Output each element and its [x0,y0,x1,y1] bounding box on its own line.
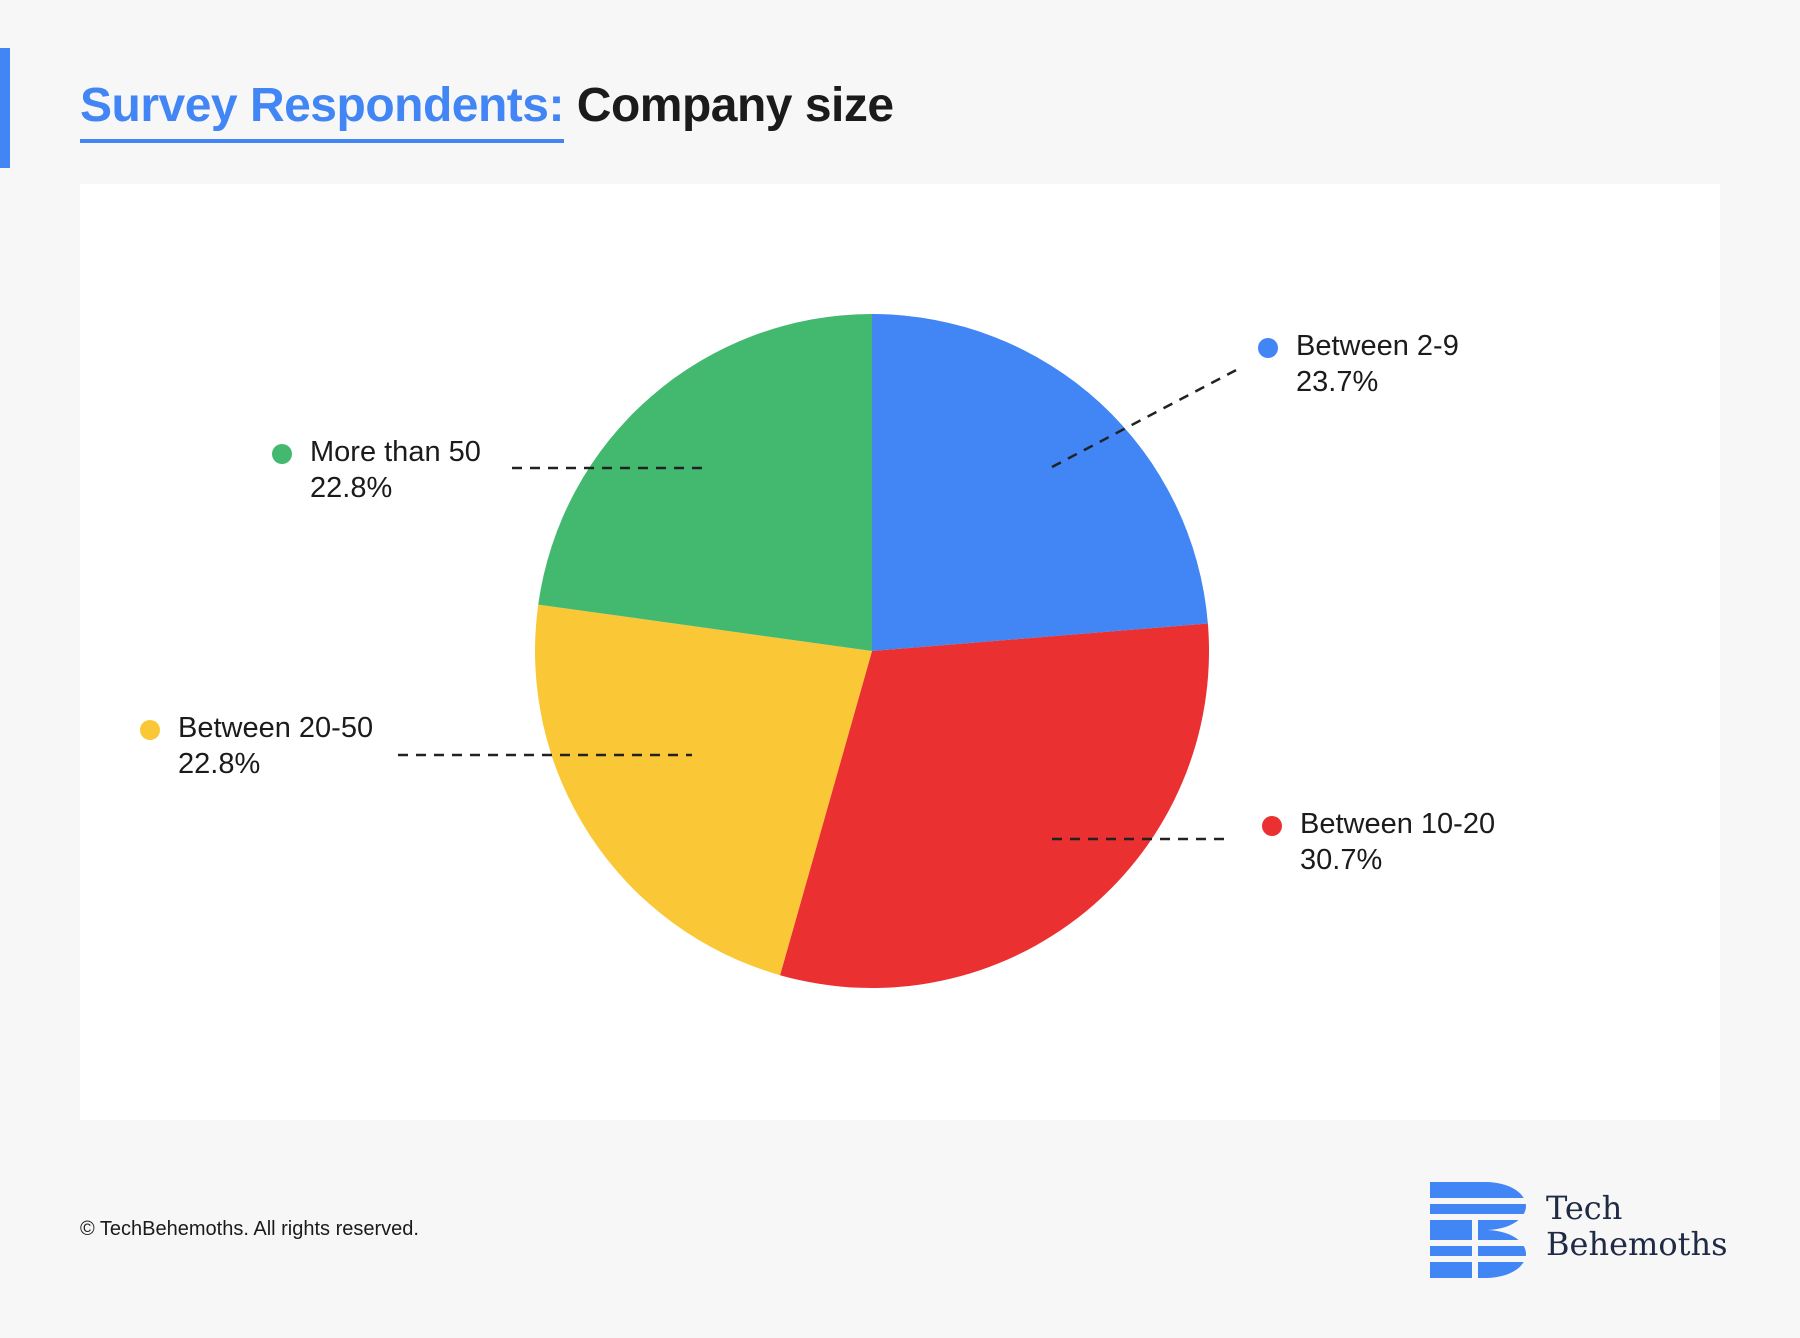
legend-dot-yellow [140,720,160,740]
slice-label-between-2-9: Between 2-9 23.7% [1258,328,1459,400]
slice-label-value: 22.8% [310,472,393,504]
slice-label-text: Between 20-50 [178,712,374,744]
pie-slice-more-than-50 [538,314,872,651]
legend-dot-blue [1258,338,1278,358]
slice-label-text: Between 2-9 [1296,330,1459,362]
slice-label-between-10-20: Between 10-20 30.7% [1262,806,1496,878]
legend-dot-green [272,444,292,464]
accent-bar [0,48,10,168]
legend-dot-red [1262,816,1282,836]
chart-panel: Between 2-9 23.7% Between 10-20 30.7% Be… [80,184,1720,1120]
techbehemoths-logo: Tech Behemoths [1428,1180,1728,1280]
page-title-lead: Survey Respondents: [80,78,564,143]
pie-slice-between-20-50 [535,604,872,976]
pie-slice-between-10-20 [780,623,1210,988]
logo-line-2: Behemoths [1546,1225,1728,1263]
page-title-rest: Company size [576,79,894,132]
page-title: Survey Respondents: Company size [80,78,894,143]
slice-label-more-than-50: More than 50 22.8% [272,434,481,506]
pie-slice-between-2-9 [872,314,1208,651]
logo-mark-icon [1428,1182,1528,1280]
slice-label-text: More than 50 [310,436,481,468]
slice-label-value: 22.8% [178,748,261,780]
logo-wordmark: Tech Behemoths [1546,1190,1728,1262]
logo-line-1: Tech [1546,1189,1623,1227]
pie-chart [398,314,1241,988]
slice-label-between-20-50: Between 20-50 22.8% [140,710,374,782]
copyright-text: © TechBehemoths. All rights reserved. [80,1218,419,1240]
slice-label-value: 30.7% [1300,844,1383,876]
slice-label-text: Between 10-20 [1300,808,1496,840]
slice-label-value: 23.7% [1296,366,1379,398]
